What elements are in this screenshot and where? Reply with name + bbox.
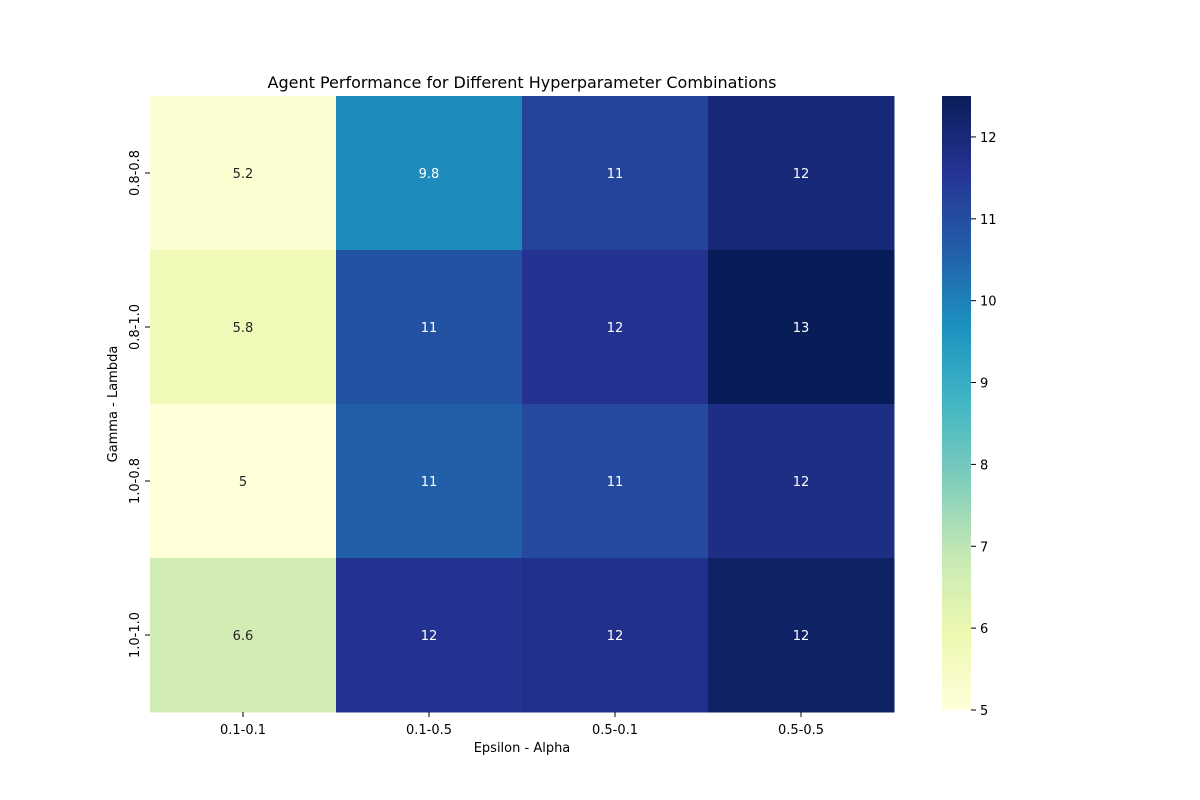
cell-value-label: 5.8: [233, 321, 254, 336]
cell-value-label: 12: [793, 475, 810, 490]
heatmap-cells: 5.2 9.8 11 12 5.8 11 12 13 5 11 11 12 6.6 12 12 12: [150, 96, 895, 713]
cell-value-label: 12: [793, 629, 810, 644]
heatmap-cell: [708, 250, 895, 405]
cell-value-label: 12: [607, 321, 624, 336]
y-tick-label: 0.8-1.0: [128, 304, 143, 350]
heatmap-cell: [708, 404, 895, 559]
heatmap-cell: [708, 96, 895, 251]
cell-value-label: 11: [421, 475, 438, 490]
y-tick-label: 1.0-0.8: [128, 458, 143, 504]
heatmap-cell: [522, 404, 709, 559]
heatmap-cell: [522, 96, 709, 251]
colorbar-tick-label: 10: [980, 295, 997, 310]
cell-value-label: 11: [607, 475, 624, 490]
cell-value-label: 9.8: [419, 167, 440, 182]
heatmap-cell: [150, 558, 337, 713]
heatmap-cell: [336, 250, 523, 405]
x-axis-ticks: 0.1-0.1 0.1-0.5 0.5-0.1 0.5-0.5: [220, 712, 824, 738]
heatmap-cell: [150, 404, 337, 559]
colorbar-tick-label: 11: [980, 213, 997, 228]
x-tick-label: 0.1-0.5: [406, 723, 452, 738]
cell-value-label: 5.2: [233, 167, 254, 182]
y-axis-ticks: 0.8-0.8 0.8-1.0 1.0-0.8 1.0-1.0: [128, 150, 150, 658]
y-axis-label: Gamma - Lambda: [106, 346, 121, 463]
colorbar-tick-label: 6: [980, 622, 988, 637]
heatmap-cell: [336, 404, 523, 559]
colorbar-tick-label: 5: [980, 704, 988, 719]
cell-value-label: 12: [793, 167, 810, 182]
cell-value-label: 12: [421, 629, 438, 644]
colorbar-tick-label: 9: [980, 377, 988, 392]
cell-value-label: 5: [239, 475, 247, 490]
x-axis-label: Epsilon - Alpha: [474, 741, 571, 756]
heatmap-cell: [522, 250, 709, 405]
cell-value-label: 12: [607, 629, 624, 644]
colorbar-tick-label: 12: [980, 131, 997, 146]
heatmap-cell: [336, 558, 523, 713]
heatmap-cell: [336, 96, 523, 251]
cell-value-label: 6.6: [233, 629, 254, 644]
y-tick-label: 1.0-1.0: [128, 612, 143, 658]
heatmap-cell: [708, 558, 895, 713]
colorbar-tick-label: 7: [980, 540, 988, 555]
x-tick-label: 0.1-0.1: [220, 723, 266, 738]
colorbar-gradient: [942, 96, 971, 710]
x-tick-label: 0.5-0.1: [592, 723, 638, 738]
colorbar-tick-label: 8: [980, 458, 988, 473]
heatmap-cell: [150, 96, 337, 251]
colorbar: 5 6 7 8 9 10 11 12: [942, 96, 997, 719]
x-tick-label: 0.5-0.5: [778, 723, 824, 738]
y-tick-label: 0.8-0.8: [128, 150, 143, 196]
heatmap-cell: [150, 250, 337, 405]
chart-title: Agent Performance for Different Hyperpar…: [268, 73, 777, 92]
cell-value-label: 11: [607, 167, 624, 182]
cell-value-label: 11: [421, 321, 438, 336]
cell-value-label: 13: [793, 321, 810, 336]
heatmap-cell: [522, 558, 709, 713]
